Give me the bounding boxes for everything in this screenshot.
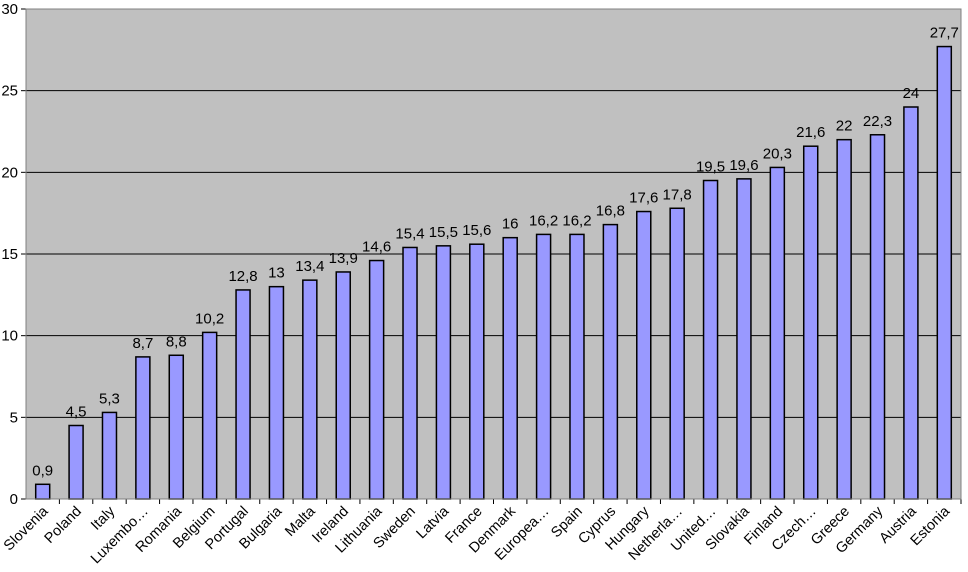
data-label: 13,4 [295,258,324,275]
y-axis-tick-labels: 0 5 10 15 20 25 30 [1,1,26,508]
bar [435,245,452,500]
data-label: 19,6 [729,157,758,174]
bar [802,145,819,500]
bar [903,106,919,500]
bar [268,285,285,500]
bar [135,356,151,500]
data-label: 14,6 [362,239,391,256]
data-label: 22,3 [863,113,892,130]
plot-border [25,8,962,500]
bar [869,134,886,500]
bar [101,411,118,500]
data-label: 15,6 [462,222,491,239]
bar [469,243,485,500]
bar [502,236,518,500]
bar [669,207,685,500]
data-label: 27,7 [930,25,959,42]
y-tick-label: 20 [1,164,18,181]
bar [736,178,752,500]
y-tick-label: 25 [1,83,18,100]
data-label: 15,5 [429,224,458,241]
data-label: 16 [502,216,519,233]
y-tick-label: 15 [1,246,18,263]
bar [68,424,84,500]
bar [535,233,552,500]
bar [636,210,652,500]
data-label: 8,8 [166,333,187,350]
data-label: 22 [836,118,853,135]
data-label: 8,7 [132,335,153,352]
bar [936,45,953,500]
bar [836,138,852,500]
data-label: 20,3 [763,145,792,162]
y-tick-label: 5 [10,409,18,426]
data-label: 4,5 [66,404,87,421]
bar [34,483,51,500]
category-label: Poland [42,504,85,547]
bar [702,179,719,500]
data-label: 17,6 [629,190,658,207]
bar [235,289,251,500]
y-tick-label: 30 [1,1,18,18]
bar [302,279,318,500]
bar [569,233,585,500]
bar [602,223,619,500]
data-label: 16,8 [596,203,625,220]
bar [769,166,786,500]
data-label: 12,8 [228,268,257,285]
category-label: Slovenia [1,503,52,554]
y-tick-label: 10 [1,328,18,345]
data-label: 16,2 [529,212,558,229]
data-label: 19,5 [696,159,725,176]
data-label: 21,6 [796,124,825,141]
bar [368,259,385,500]
data-label: 17,8 [663,186,692,203]
data-labels: 0,94,55,38,7 8,810,212,8 13 13,4 13,914,615,… [32,25,959,480]
data-label: 15,4 [395,225,424,242]
bar [168,354,185,500]
data-label: 0,9 [32,462,53,479]
data-label: 16,2 [562,212,591,229]
bar [335,271,351,500]
data-label: 10,2 [195,310,224,327]
data-label: 13,9 [329,250,358,267]
bar [201,331,218,500]
y-tick-label: 0 [10,491,18,508]
axes [25,8,962,500]
data-label: 5,3 [99,390,120,407]
bars [34,45,953,500]
data-label: 13 [268,265,285,282]
data-label: 24 [903,85,920,102]
bar [402,246,418,500]
